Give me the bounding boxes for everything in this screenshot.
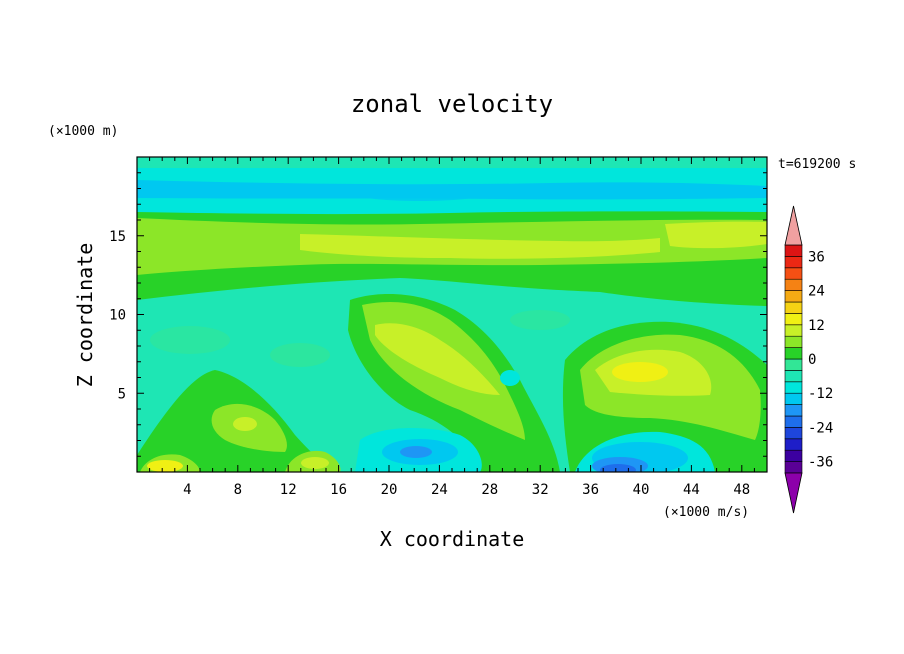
colorbar-swatch <box>784 347 803 360</box>
colorbar-swatch <box>784 313 803 326</box>
colorbar-swatch <box>784 438 803 451</box>
x-unit-label: (×1000 m/s) <box>663 505 749 520</box>
colorbar-label: -24 <box>808 420 833 436</box>
colorbar-swatch <box>784 358 803 371</box>
colorbar-swatch <box>784 404 803 417</box>
colorbar-swatch <box>784 381 803 394</box>
x-tick-label: 16 <box>330 482 347 498</box>
x-tick-label: 48 <box>733 482 750 498</box>
colorbar-swatch <box>784 267 803 280</box>
contour-west-plume-yellow <box>233 417 257 431</box>
contour-negative-core-east-dark <box>600 464 636 472</box>
x-tick-label: 40 <box>633 482 650 498</box>
contour-cyan-patch-5 <box>360 189 480 201</box>
colorbar-swatch <box>784 392 803 405</box>
colorbar-label: 24 <box>808 284 825 300</box>
colorbar-over-triangle <box>784 205 803 246</box>
colorbar-swatch <box>784 244 803 257</box>
contour-cyan-patch-1 <box>270 343 330 367</box>
x-tick-label: 24 <box>431 482 448 498</box>
x-tick-label: 4 <box>183 482 191 498</box>
contour-negative-core-west-blue <box>400 446 432 458</box>
time-label: t=619200 s <box>778 157 856 172</box>
contour-mid-bottom-yellow <box>301 457 329 469</box>
colorbar-label: -36 <box>808 455 833 471</box>
colorbar-swatch <box>784 335 803 348</box>
y-axis-label: Z coordinate <box>73 243 97 388</box>
colorbar-swatch <box>784 256 803 269</box>
x-tick-label: 20 <box>381 482 398 498</box>
colorbar-label: 0 <box>808 352 816 368</box>
y-tick-label: 10 <box>109 308 126 324</box>
contour-plume-east-yellow-core <box>612 362 668 382</box>
colorbar-swatch <box>784 461 803 474</box>
contour-west-bottom-yellow <box>147 460 183 472</box>
contour-cyan-patch-4 <box>150 326 230 354</box>
colorbar-swatch <box>784 427 803 440</box>
x-tick-label: 12 <box>280 482 297 498</box>
x-tick-label: 28 <box>481 482 498 498</box>
y-unit-label: (×1000 m) <box>48 124 118 139</box>
contour-plume-center-yellow <box>375 323 500 395</box>
contour-upper-blue-band <box>137 180 767 200</box>
colorbar-label: -12 <box>808 386 833 402</box>
x-tick-label: 32 <box>532 482 549 498</box>
colorbar-label: 12 <box>808 318 825 334</box>
colorbar-swatch <box>784 449 803 462</box>
y-tick-label: 15 <box>109 229 126 245</box>
colorbar-swatch <box>784 370 803 383</box>
y-axis-ticks: 5 10 15 <box>109 172 767 457</box>
x-tick-label: 44 <box>683 482 700 498</box>
contour-cyan-patch-3 <box>510 310 570 330</box>
colorbar-label: 36 <box>808 249 825 265</box>
colorbar-swatch <box>784 324 803 337</box>
x-axis-label: X coordinate <box>380 527 525 551</box>
chart-title: zonal velocity <box>351 90 553 118</box>
x-tick-label: 8 <box>234 482 242 498</box>
contour-yellow-green-jet <box>300 234 660 259</box>
colorbar-under-triangle <box>784 472 803 514</box>
colorbar-swatch <box>784 290 803 303</box>
colorbar-swatch <box>784 278 803 291</box>
contour-yellow-green-jet-east <box>665 221 767 249</box>
colorbar-swatch <box>784 415 803 428</box>
x-tick-label: 36 <box>582 482 599 498</box>
x-axis-ticks: 4 8 12 16 20 24 28 32 36 40 44 48 <box>149 157 755 498</box>
contour-cyan-patch-2 <box>500 370 520 386</box>
contour-field <box>137 157 767 472</box>
colorbar-swatch <box>784 301 803 314</box>
y-tick-label: 5 <box>118 386 126 402</box>
colorbar: 36 24 12 0 -12 -24 -36 <box>784 205 833 514</box>
